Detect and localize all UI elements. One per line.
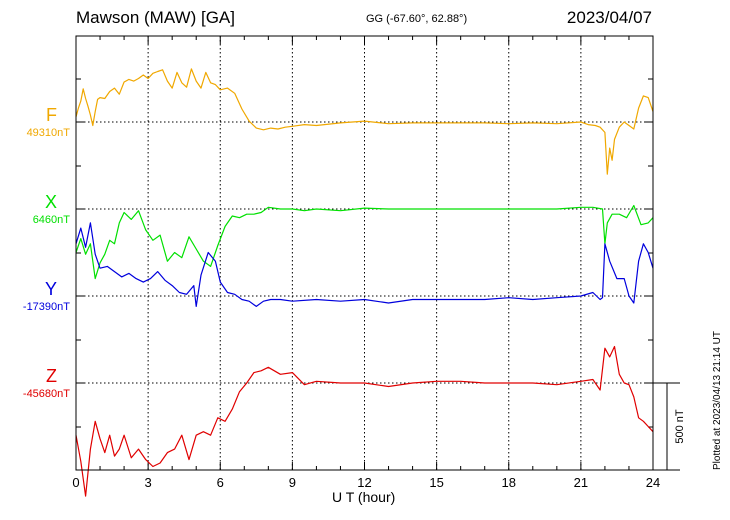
- station-title: Mawson (MAW) [GA]: [76, 8, 235, 27]
- baseline-label-Z: -45680nT: [22, 388, 70, 400]
- x-tick-label-12: 12: [357, 475, 371, 490]
- series-line-F: [75, 68, 654, 175]
- series-line-X: [75, 204, 654, 280]
- component-label-F: F: [46, 105, 57, 125]
- scale-bar: 500 nT: [653, 382, 686, 471]
- series-lines: [75, 68, 654, 497]
- x-tick-label-21: 21: [574, 475, 588, 490]
- x-tick-label-9: 9: [289, 475, 296, 490]
- plot-frame: [75, 35, 654, 471]
- baseline-label-X: 6460nT: [32, 214, 70, 226]
- x-tick-label-15: 15: [429, 475, 443, 490]
- component-label-Z: Z: [46, 366, 57, 386]
- plot-border: [75, 35, 654, 471]
- x-tick-labels: 0 3 6 9 12 15 18 21 24: [72, 475, 660, 490]
- baseline-label-Y: -17390nT: [22, 301, 70, 313]
- scale-bar-label: 500 nT: [674, 409, 686, 444]
- component-label-Y: Y: [44, 279, 57, 299]
- baseline-label-F: 49310nT: [26, 127, 70, 139]
- x-tick-label-6: 6: [217, 475, 224, 490]
- series-line-Z: [75, 345, 654, 497]
- component-label-X: X: [44, 192, 57, 212]
- date-label: 2023/04/07: [566, 8, 652, 27]
- coordinates-label: GG (-67.60°, 62.88°): [366, 13, 468, 25]
- x-axis-title: U T (hour): [332, 489, 396, 505]
- series-line-Y: [75, 222, 654, 307]
- x-tick-label-3: 3: [145, 475, 152, 490]
- x-tick-label-24: 24: [646, 475, 660, 490]
- x-tick-label-0: 0: [72, 475, 79, 490]
- grid-lines: [147, 36, 582, 470]
- plotted-timestamp: Plotted at 2023/04/13 21:14 UT: [712, 331, 723, 470]
- x-tick-label-18: 18: [502, 475, 516, 490]
